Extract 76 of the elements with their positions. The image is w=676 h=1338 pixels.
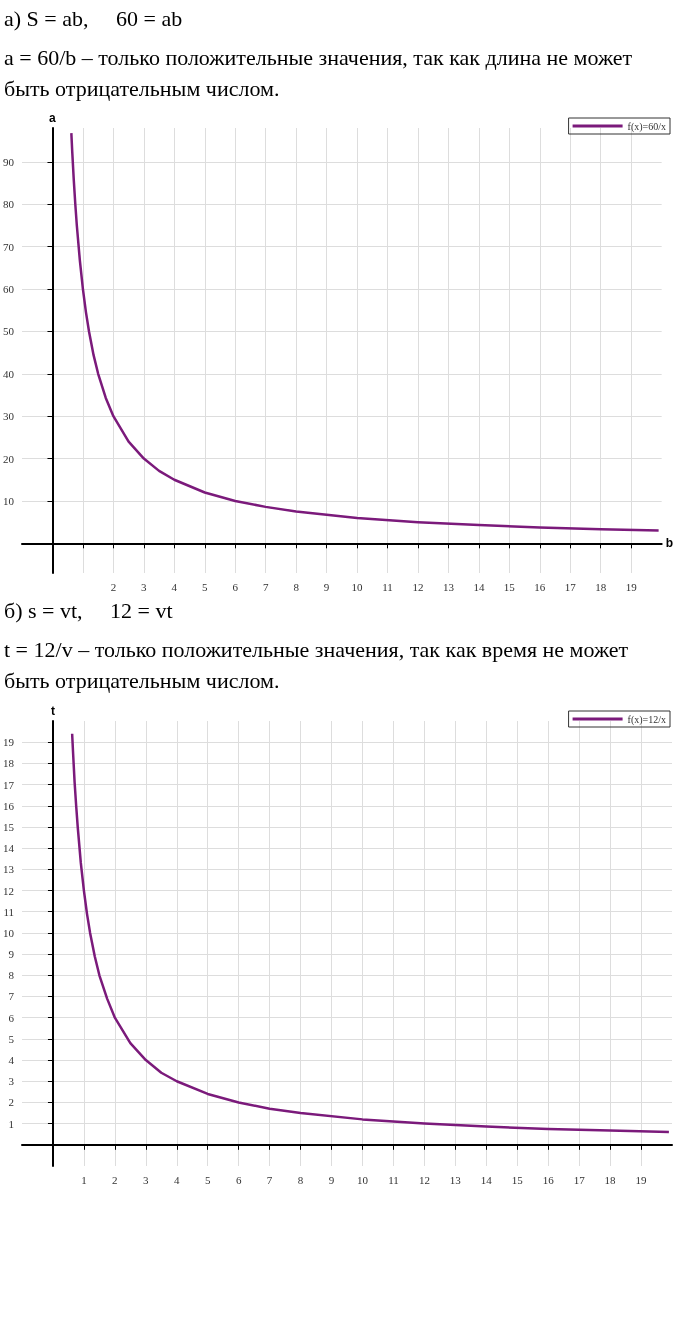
chart-title: б) s = vt, 12 = vt (4, 597, 174, 626)
x-tick-label: 15 (503, 580, 516, 593)
x-tick-label: 6 (232, 580, 239, 593)
y-tick-label: 14 (3, 841, 15, 854)
x-tick-label: 13 (442, 580, 455, 593)
y-tick-label: 4 (8, 1053, 15, 1066)
y-tick-label: 7 (8, 990, 15, 1003)
chart-subtitle: a = 60/b – только положительные значения, так как длина не может быть отрицательным числом. (4, 43, 634, 103)
x-tick-label: 17 (573, 1173, 586, 1186)
y-tick-label: 12 (3, 884, 14, 897)
x-tick-label: 3 (141, 580, 148, 593)
y-tick-label: 40 (3, 368, 15, 381)
x-tick-label: 5 (204, 1173, 211, 1186)
y-tick-label: 3 (8, 1075, 15, 1088)
x-tick-label: 16 (542, 1173, 555, 1186)
x-tick-label: 18 (595, 580, 607, 593)
y-tick-label: 30 (3, 410, 15, 423)
chart-subtitle: t = 12/v – только положительные значения, так как время не может быть отрицательным числом. (4, 636, 630, 695)
y-tick-label: 2 (8, 1096, 14, 1109)
x-tick-label: 7 (262, 580, 269, 593)
x-tick-label: 12 (418, 1173, 430, 1186)
y-tick-label: 1 (8, 1117, 14, 1130)
x-tick-label: 14 (480, 1173, 493, 1186)
y-tick-label: 60 (3, 283, 15, 296)
x-tick-label: 6 (235, 1173, 242, 1186)
y-tick-label: 15 (3, 820, 15, 833)
y-tick-label: 13 (3, 863, 15, 876)
x-tick-label: 10 (356, 1173, 369, 1186)
y-tick-label: 10 (3, 926, 15, 939)
line-series (70, 132, 660, 533)
y-tick-label: 16 (3, 799, 15, 812)
x-tick-label: 17 (564, 580, 577, 593)
chart-title: а) S = ab, 60 = ab (4, 5, 184, 33)
x-tick-label: 8 (297, 1173, 304, 1186)
x-tick-label: 11 (388, 1173, 399, 1186)
x-tick-label: 3 (143, 1173, 150, 1186)
y-tick-label: 8 (8, 969, 15, 982)
y-tick-label: 19 (3, 735, 15, 748)
x-axis-title: b (665, 536, 674, 551)
x-tick-label: 9 (328, 1173, 335, 1186)
y-tick-label: 18 (3, 757, 15, 770)
x-tick-label: 14 (473, 580, 485, 593)
x-tick-label: 12 (412, 580, 424, 593)
y-tick-label: 70 (3, 241, 15, 254)
x-tick-label: 16 (534, 580, 546, 593)
y-tick-label: 11 (3, 905, 14, 918)
y-tick-label: 5 (8, 1032, 15, 1045)
x-tick-label: 10 (351, 580, 364, 593)
x-tick-label: 8 (293, 580, 300, 593)
y-axis-title: t (50, 703, 55, 718)
y-tick-label: 6 (8, 1011, 15, 1024)
y-tick-label: 9 (8, 947, 15, 960)
line-series (70, 732, 671, 1134)
x-tick-label: 2 (110, 580, 117, 593)
y-tick-label: 80 (3, 198, 15, 211)
x-tick-label: 13 (449, 1173, 462, 1186)
y-axis-title: a (49, 111, 57, 126)
y-tick-label: 50 (3, 325, 15, 338)
legend-label: f(x)=12/x (627, 713, 667, 726)
x-tick-label: 19 (625, 580, 638, 593)
legend-label: f(x)=60/x (627, 120, 667, 133)
x-tick-label: 9 (323, 580, 330, 593)
x-tick-label: 5 (202, 580, 209, 593)
y-tick-label: 17 (3, 778, 15, 791)
y-tick-label: 90 (3, 156, 15, 169)
x-tick-label: 4 (171, 580, 178, 593)
x-tick-label: 4 (174, 1173, 181, 1186)
x-tick-label: 7 (266, 1173, 273, 1186)
x-tick-label: 1 (81, 1173, 87, 1186)
y-tick-label: 20 (3, 452, 15, 465)
x-tick-label: 11 (382, 580, 393, 593)
x-tick-label: 15 (511, 1173, 524, 1186)
y-tick-label: 10 (3, 495, 15, 508)
x-tick-label: 18 (604, 1173, 617, 1186)
x-tick-label: 19 (635, 1173, 648, 1186)
x-tick-label: 2 (112, 1173, 118, 1186)
